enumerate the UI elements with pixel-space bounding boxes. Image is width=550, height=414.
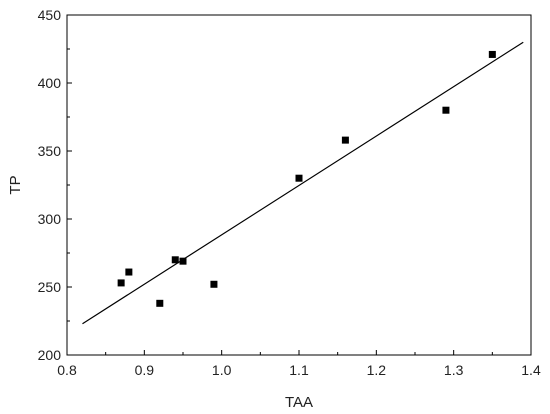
data-point [442, 106, 450, 114]
data-point [156, 299, 164, 307]
x-tick-label: 0.9 [135, 362, 155, 378]
x-tick-label: 1.4 [521, 362, 541, 378]
x-tick-label: 1.1 [289, 362, 309, 378]
data-point [117, 279, 125, 287]
y-axis-label: TP [7, 175, 24, 194]
data-points [117, 50, 496, 307]
y-tick-label: 300 [38, 211, 62, 227]
data-point [341, 136, 349, 144]
x-axis-label: TAA [285, 394, 313, 411]
y-axis-ticks: 200 250 300 350 400 450 [38, 7, 72, 363]
y-tick-label: 450 [38, 7, 62, 23]
data-point [488, 50, 496, 58]
x-tick-label: 1.2 [367, 362, 387, 378]
data-point [171, 256, 179, 264]
fit-line-group [82, 41, 524, 325]
y-tick-label: 250 [38, 279, 62, 295]
y-tick-label: 200 [38, 347, 62, 363]
data-point [125, 268, 133, 276]
data-point [179, 257, 187, 265]
x-axis-ticks: 0.8 0.9 1.0 1.1 1.2 1.3 1.4 [57, 350, 541, 378]
data-point [295, 174, 303, 182]
y-tick-label: 350 [38, 143, 62, 159]
fit-line [82, 41, 524, 325]
data-point [210, 280, 218, 288]
y-tick-label: 400 [38, 75, 62, 91]
x-tick-label: 0.8 [57, 362, 77, 378]
x-tick-label: 1.0 [212, 362, 232, 378]
x-tick-label: 1.3 [444, 362, 464, 378]
